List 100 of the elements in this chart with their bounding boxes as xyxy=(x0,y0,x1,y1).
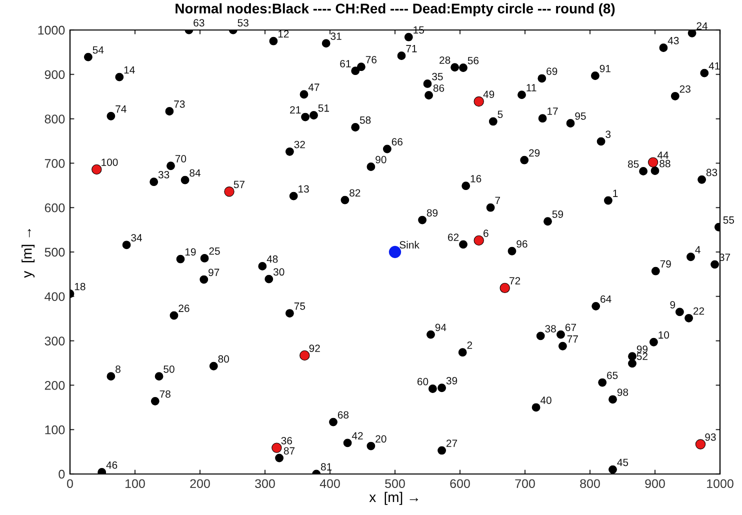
annotation: 93 xyxy=(705,433,716,441)
annotation: 7 xyxy=(495,196,500,204)
annotation: 52 xyxy=(636,352,648,360)
point xyxy=(388,246,402,258)
annotation: 22 xyxy=(693,307,704,315)
annotation: 60 xyxy=(417,378,428,386)
annotation: 76 xyxy=(366,56,376,64)
annotation: 11 xyxy=(526,84,536,92)
annotation: 14 xyxy=(124,66,135,74)
annotation: 70 xyxy=(175,155,186,162)
annotation: 40 xyxy=(540,396,552,404)
annotation: 92 xyxy=(309,344,320,352)
annotation: 66 xyxy=(392,138,402,146)
annotation: 16 xyxy=(470,175,482,182)
annotation: 24 xyxy=(696,22,708,30)
annotation: 43 xyxy=(668,36,679,44)
annotation: 77 xyxy=(567,335,578,343)
annotation: 69 xyxy=(546,68,558,75)
annotation: 6 xyxy=(484,230,488,238)
annotation: 39 xyxy=(446,377,458,384)
point xyxy=(695,439,706,450)
annotation: 18 xyxy=(74,282,86,290)
annotation: 33 xyxy=(158,171,170,178)
annotation: 80 xyxy=(218,355,229,363)
point xyxy=(300,350,310,361)
annotation: 89 xyxy=(426,209,438,217)
point xyxy=(92,164,102,175)
annotation: 98 xyxy=(617,388,628,396)
point xyxy=(272,442,282,453)
annotation: 21 xyxy=(290,106,301,114)
chart-title: Normal nodes:Black ---- CH:Red ---- Dead:Empty circle --- round (8) xyxy=(176,3,615,16)
annotation: 29 xyxy=(529,149,540,157)
y-tick-label: 100 xyxy=(45,425,65,434)
annotation: 67 xyxy=(565,324,576,332)
x-tick-label: 100 xyxy=(126,479,145,488)
annotation: 72 xyxy=(510,277,520,284)
annotation: 32 xyxy=(294,140,305,148)
annotation: 82 xyxy=(350,189,360,197)
point xyxy=(500,282,510,294)
annotation: 55 xyxy=(723,216,734,224)
annotation: 81 xyxy=(320,463,332,471)
y-tick-label: 500 xyxy=(44,248,65,257)
annotation: 87 xyxy=(284,447,295,455)
annotation: 13 xyxy=(298,185,309,193)
annotation: 96 xyxy=(516,240,528,248)
y-tick-label: 400 xyxy=(44,292,65,302)
annotation: 12 xyxy=(278,30,289,38)
annotation: 42 xyxy=(352,432,363,440)
y-axis-title: y [m] → xyxy=(22,228,35,278)
y-tick-label: 800 xyxy=(44,114,65,124)
x-tick-label: 500 xyxy=(385,479,405,488)
annotation: 53 xyxy=(238,19,248,27)
y-tick-label: 600 xyxy=(44,203,65,212)
y-tick-label: 900 xyxy=(44,70,65,80)
annotation: 94 xyxy=(435,324,446,332)
annotation: 62 xyxy=(448,234,459,242)
x-tick-label: 700 xyxy=(515,479,535,488)
annotation: 45 xyxy=(617,458,628,466)
x-tick-label: 900 xyxy=(645,479,665,488)
x-tick-label: 300 xyxy=(255,479,275,488)
point xyxy=(224,186,234,197)
annotation: 75 xyxy=(294,302,306,310)
annotation: 17 xyxy=(548,108,558,115)
annotation: 31 xyxy=(330,32,342,40)
x-tick-label: 400 xyxy=(320,479,340,488)
annotation: 61 xyxy=(340,60,351,68)
annotation: 48 xyxy=(266,255,278,263)
annotation: 85 xyxy=(628,160,639,168)
y-tick-label: 200 xyxy=(44,381,65,390)
annotation: 3 xyxy=(606,130,611,138)
point xyxy=(474,235,484,246)
point xyxy=(474,96,484,107)
annotation: 74 xyxy=(116,105,126,113)
annotation: 8 xyxy=(116,365,120,373)
annotation: 30 xyxy=(273,268,284,276)
annotation: 88 xyxy=(660,160,670,168)
annotation: 34 xyxy=(131,234,142,242)
annotation: 91 xyxy=(600,64,610,72)
annotation: 99 xyxy=(636,346,648,353)
annotation: 5 xyxy=(498,110,503,118)
x-tick-label: 0 xyxy=(67,479,73,488)
y-tick-label: 300 xyxy=(44,336,65,346)
annotation: 57 xyxy=(234,180,244,188)
x-axis-title: x [m] → xyxy=(369,492,418,505)
annotation: 56 xyxy=(468,56,479,64)
y-tick-label: 1000 xyxy=(38,26,65,35)
annotation: 97 xyxy=(208,268,220,276)
annotation: 84 xyxy=(190,169,200,177)
annotation: 9 xyxy=(670,301,676,308)
annotation: 10 xyxy=(658,331,670,339)
annotation: 71 xyxy=(406,45,417,52)
annotation: 36 xyxy=(281,436,292,444)
annotation: 78 xyxy=(160,390,170,398)
annotation: 44 xyxy=(657,152,668,159)
annotation: 1 xyxy=(613,190,618,197)
annotation: 73 xyxy=(174,100,185,108)
annotation: 63 xyxy=(194,19,204,27)
annotation: 25 xyxy=(209,247,220,255)
annotation: 65 xyxy=(607,372,618,380)
point xyxy=(648,157,658,168)
